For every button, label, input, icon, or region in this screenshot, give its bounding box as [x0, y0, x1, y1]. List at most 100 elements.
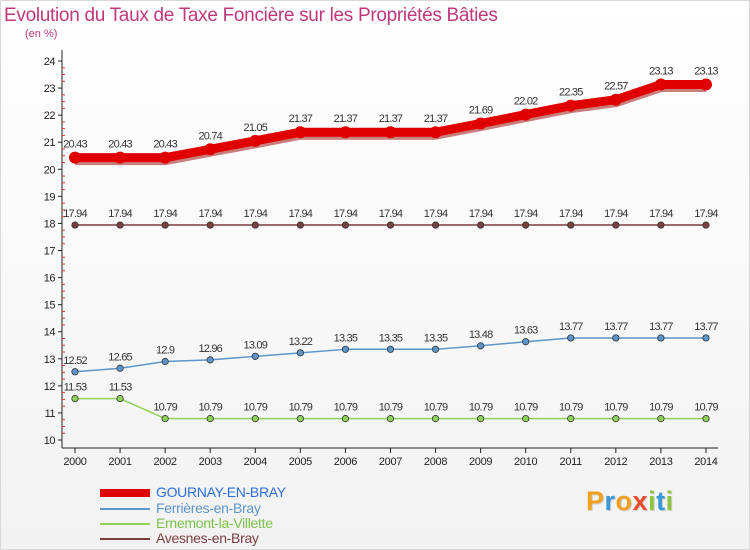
x-tick-label: 2008 — [424, 456, 447, 468]
unit-label: (en %) — [25, 28, 58, 40]
data-point — [474, 117, 487, 130]
data-label: 13.77 — [694, 321, 718, 333]
data-label: 17.94 — [153, 208, 177, 220]
data-label: 17.94 — [334, 208, 358, 220]
data-point — [431, 345, 440, 353]
data-label: 17.94 — [424, 208, 448, 220]
data-label: 23.13 — [649, 66, 673, 78]
data-label: 21.37 — [379, 113, 403, 125]
data-point — [251, 221, 259, 229]
data-point — [161, 415, 169, 423]
data-point — [567, 415, 575, 423]
data-label: 17.94 — [244, 208, 268, 220]
data-point — [657, 221, 665, 229]
y-tick-label: 13 — [44, 354, 56, 366]
data-point — [116, 221, 124, 229]
data-point — [206, 221, 214, 229]
series-1 — [71, 334, 710, 376]
series-2 — [71, 394, 710, 423]
data-point — [161, 221, 169, 229]
data-label: 17.94 — [198, 208, 222, 220]
data-label: 13.09 — [244, 339, 268, 351]
data-point — [206, 356, 214, 364]
data-label: 20.43 — [108, 139, 132, 151]
legend-item-ferrieres[interactable]: Ferrières-en-Bray — [100, 500, 360, 516]
series-layer — [69, 78, 712, 423]
x-tick-label: 2009 — [469, 456, 492, 468]
y-tick-label: 20 — [44, 164, 56, 176]
x-tick-label: 2004 — [244, 456, 267, 468]
x-tick-label: 2010 — [514, 456, 537, 468]
data-point — [251, 352, 259, 360]
x-tick-label: 2000 — [63, 456, 86, 468]
chart-title: Evolution du Taux de Taxe Foncière sur l… — [4, 5, 498, 26]
x-tick-label: 2012 — [604, 456, 627, 468]
logo-letter: x — [632, 486, 649, 516]
data-label: 22.57 — [604, 81, 628, 93]
y-tick-label: 22 — [44, 110, 56, 122]
data-label: 13.77 — [604, 321, 628, 333]
data-point — [251, 415, 259, 423]
legend-item-gournay[interactable]: GOURNAY-EN-BRAY — [100, 484, 360, 500]
data-point — [296, 221, 304, 229]
data-label: 13.22 — [289, 336, 313, 348]
data-point — [519, 108, 532, 121]
data-label: 20.43 — [153, 139, 177, 151]
data-point — [522, 415, 530, 423]
y-tick-label: 14 — [44, 327, 56, 339]
data-point — [431, 221, 440, 229]
data-point — [612, 415, 620, 423]
data-point — [522, 338, 530, 346]
data-label: 17.94 — [469, 208, 493, 220]
data-label: 10.79 — [694, 402, 718, 414]
x-tick-label: 2003 — [199, 456, 222, 468]
data-label: 22.02 — [514, 96, 538, 108]
y-tick-label: 15 — [44, 300, 56, 312]
legend-item-ernemont[interactable]: Ernemont-la-Villette — [100, 515, 360, 531]
data-label: 17.94 — [289, 208, 313, 220]
logo-letter: o — [615, 486, 633, 516]
data-label: 17.94 — [379, 208, 403, 220]
logo-letter: t — [656, 486, 666, 516]
data-label: 10.79 — [604, 402, 628, 414]
x-tick-label: 2013 — [649, 456, 672, 468]
data-point — [249, 134, 262, 147]
data-point — [386, 415, 395, 423]
data-point — [296, 415, 304, 423]
data-point — [567, 221, 575, 229]
y-tick-label: 24 — [44, 56, 56, 68]
x-tick-label: 2007 — [379, 456, 402, 468]
data-label: 17.94 — [694, 208, 718, 220]
data-point — [339, 126, 352, 139]
data-label: 13.35 — [424, 332, 448, 344]
data-label: 13.63 — [514, 325, 538, 337]
data-point — [294, 126, 307, 139]
x-tick-label: 2006 — [334, 456, 357, 468]
proxiti-logo: Proxiti — [586, 486, 674, 517]
logo-letter: P — [586, 486, 605, 516]
data-point — [431, 415, 440, 423]
data-point — [161, 357, 169, 366]
data-label: 17.94 — [649, 208, 673, 220]
data-label: 10.79 — [469, 402, 493, 414]
x-tick-label: 2005 — [289, 456, 312, 468]
legend-item-avesnes[interactable]: Avesnes-en-Bray — [100, 530, 360, 546]
data-point — [702, 415, 710, 423]
data-point — [477, 221, 485, 229]
y-tick-label: 17 — [44, 246, 56, 258]
data-label: 17.94 — [108, 208, 132, 220]
data-label: 11.53 — [64, 382, 87, 394]
data-point — [429, 126, 442, 139]
x-tick-label: 2001 — [108, 456, 131, 468]
x-tick-label: 2011 — [560, 456, 583, 468]
y-tick-label: 16 — [44, 273, 56, 285]
data-label: 13.35 — [379, 332, 403, 344]
data-label: 12.9 — [156, 344, 175, 356]
data-point — [657, 334, 665, 342]
data-point — [702, 334, 710, 342]
data-point — [699, 78, 712, 91]
data-label: 17.94 — [559, 208, 583, 220]
x-tick-label: 2014 — [694, 456, 717, 468]
data-point — [116, 394, 124, 403]
